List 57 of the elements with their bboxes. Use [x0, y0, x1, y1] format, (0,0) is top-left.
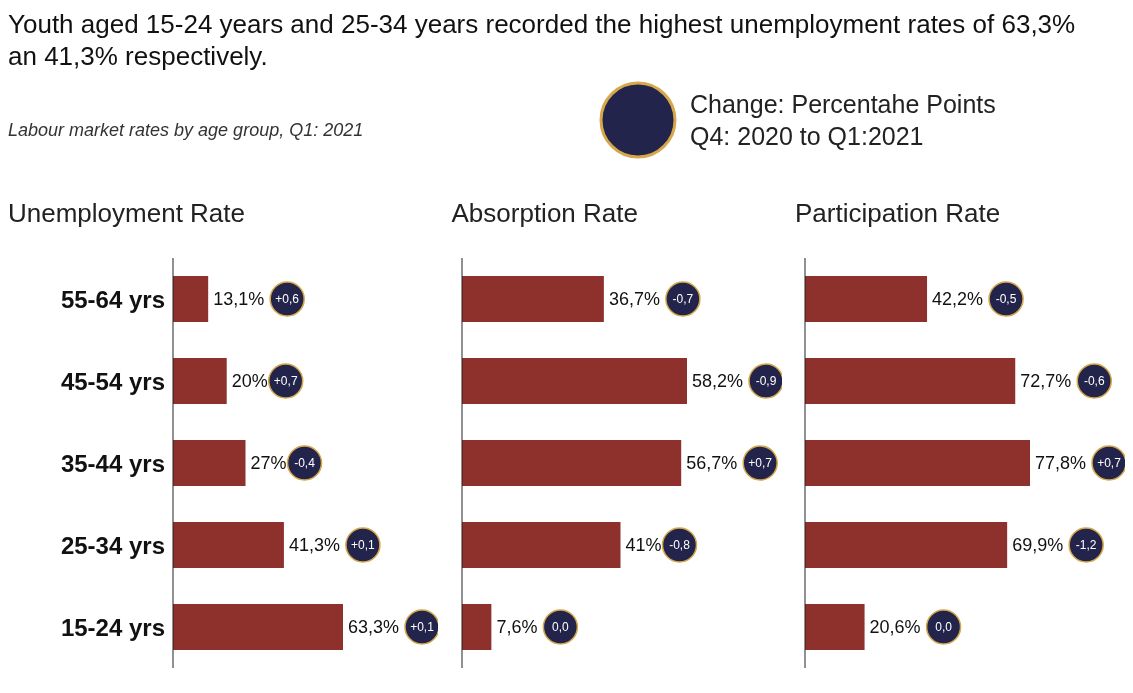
chart-title: Absorption Rate [450, 198, 639, 230]
data-label: 72,7% [1020, 371, 1072, 392]
data-label: 56,7% [685, 453, 737, 474]
data-label: 42,2% [932, 289, 984, 310]
text: -1,2 [1075, 538, 1097, 553]
bar [173, 358, 227, 405]
bar [805, 358, 1016, 405]
bar [173, 440, 246, 487]
annotation: +0,6 [275, 292, 300, 307]
bar [173, 604, 343, 651]
data-label: 41,3% [288, 535, 340, 556]
data-label: 7,6% [495, 617, 537, 638]
bar [805, 522, 1008, 569]
bar [461, 522, 621, 569]
text: +0,1 [351, 538, 376, 553]
bar [461, 604, 491, 651]
bar [173, 276, 209, 323]
data-label: 20% [231, 371, 268, 392]
y-tick-label: 55-64 yrs [60, 285, 165, 313]
data-label: 41% [625, 535, 662, 556]
bar [173, 522, 284, 569]
data-label: 69,9% [1012, 535, 1064, 556]
annotation: -0,7 [672, 292, 694, 307]
bar [461, 358, 687, 405]
text: +0,7 [1097, 456, 1122, 471]
chart-title: Participation Rate [794, 198, 1002, 230]
bar [805, 604, 865, 651]
annotation: -0,4 [294, 456, 316, 471]
data-label: 36,7% [608, 289, 660, 310]
annotation: 0,0 [935, 620, 953, 635]
text: +0,1 [410, 620, 435, 635]
text: +0,7 [747, 456, 772, 471]
text: Labour market rates by age group, Q1: 2021 [8, 120, 364, 141]
data-label: 58,2% [691, 371, 743, 392]
data-label: 13,1% [213, 289, 265, 310]
y-tick-label: 25-34 yrs [60, 531, 165, 559]
data-label: 20,6% [869, 617, 921, 638]
bar [805, 276, 928, 323]
data-label: 27% [250, 453, 287, 474]
text: Youth aged 15-24 years and 25-34 years recorded the highest unemployment rates of 63,3% an 41,3% respectively. [8, 8, 1077, 72]
y-tick-label: 45-54 yrs [60, 367, 165, 395]
y-tick-label: 35-44 yrs [60, 449, 165, 477]
bar [805, 440, 1030, 487]
data-label: 63,3% [348, 617, 400, 638]
bar [461, 276, 604, 323]
text: -0,9 [755, 374, 777, 389]
annotation: -0,8 [668, 538, 690, 553]
y-tick-label: 15-24 yrs [60, 613, 165, 641]
annotation: +0,7 [273, 374, 298, 389]
text: Change: Percentahe Points [690, 89, 996, 120]
text: Q4: 2020 to Q1:2021 [690, 121, 925, 152]
text: -0,6 [1083, 374, 1105, 389]
annotation: 0,0 [551, 620, 569, 635]
chart-title: Unemployment Rate [8, 198, 246, 230]
bar [461, 440, 681, 487]
data-label: 77,8% [1035, 453, 1087, 474]
annotation: -0,5 [995, 292, 1017, 307]
